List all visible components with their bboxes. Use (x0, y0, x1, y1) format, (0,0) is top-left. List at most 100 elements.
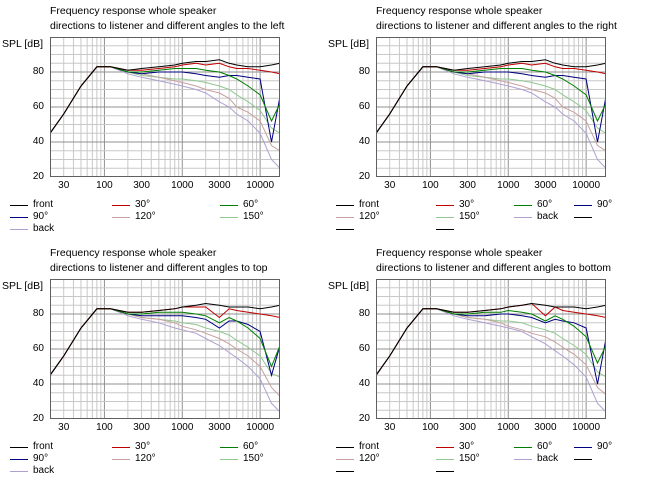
series-line-front (50, 302, 280, 376)
legend-swatch (574, 204, 592, 206)
y-tick-label: 40 (32, 136, 44, 147)
y-tick-label: 60 (358, 101, 370, 112)
legend-label: 60° (243, 441, 259, 452)
chart-panel-left: Frequency response whole speaker directi… (0, 0, 326, 240)
chart-panel-bottom: Frequency response whole speaker directi… (326, 242, 652, 482)
legend-swatch (336, 446, 354, 448)
legend-item: 90° (10, 211, 48, 223)
x-tick-label: 30 (58, 422, 70, 433)
legend-swatch (112, 216, 130, 218)
x-tick-label: 3000 (208, 180, 231, 191)
y-tick-label: 20 (32, 171, 44, 182)
y-axis-label: SPL [dB] (2, 280, 44, 292)
legend-label: 120° (359, 211, 380, 222)
legend-label: 90° (33, 453, 49, 464)
x-tick-label: 10000 (572, 422, 601, 433)
y-tick-label: 80 (358, 308, 370, 319)
legend-item: 30° (112, 441, 150, 453)
x-tick-label: 1000 (497, 422, 520, 433)
legend-item: 90° (574, 199, 612, 211)
legend-swatch (112, 446, 130, 448)
x-tick-label: 30 (384, 422, 396, 433)
x-tick-label: 300 (459, 180, 476, 191)
y-tick-label: 20 (32, 413, 44, 424)
plot-border (50, 279, 280, 419)
legend-swatch (436, 216, 454, 218)
legend-item: 150° (220, 453, 264, 465)
x-tick-label: 10000 (246, 180, 275, 191)
legend-label: front (33, 199, 54, 210)
legend-item: 120° (112, 211, 156, 223)
legend-swatch (10, 470, 28, 472)
legend-item: 90° (574, 441, 612, 453)
legend-item: 90° (10, 453, 48, 465)
legend-swatch (514, 446, 532, 448)
legend-item: front (10, 199, 53, 211)
legend-item: 60° (220, 441, 258, 453)
y-tick-label: 60 (32, 343, 44, 354)
x-tick-label: 100 (96, 422, 113, 433)
legend-item: 30° (436, 441, 474, 453)
legend-swatch (336, 216, 354, 218)
legend-label: 60° (537, 441, 553, 452)
legend-label: 90° (597, 441, 613, 452)
legend-label: 30° (135, 441, 151, 452)
chart-title-line2: directions to listener and different ang… (50, 262, 268, 274)
legend-swatch (10, 446, 28, 448)
x-tick-label: 30 (58, 180, 70, 191)
chart-title-line1: Frequency response whole speaker (50, 5, 217, 17)
x-tick-label: 30 (384, 180, 396, 191)
legend-item (436, 465, 459, 477)
legend-swatch (574, 446, 592, 448)
legend-label: 150° (243, 211, 264, 222)
legend-swatch (574, 458, 592, 460)
legend-label: 30° (135, 199, 151, 210)
legend-item: 150° (436, 453, 480, 465)
plot-border (50, 37, 280, 177)
legend-swatch (514, 458, 532, 460)
x-tick-label: 1000 (171, 422, 194, 433)
legend-swatch (574, 216, 592, 218)
legend-label: 60° (537, 199, 553, 210)
legend-swatch (336, 470, 354, 472)
legend-swatch (336, 204, 354, 206)
x-tick-label: 3000 (208, 422, 231, 433)
legend-swatch (336, 228, 354, 230)
x-tick-label: 300 (133, 422, 150, 433)
legend-swatch (220, 204, 238, 206)
legend-swatch (10, 204, 28, 206)
legend-label: 90° (597, 199, 613, 210)
x-tick-label: 3000 (534, 422, 557, 433)
y-axis-label: SPL [dB] (328, 38, 370, 50)
chart-title-line1: Frequency response whole speaker (50, 247, 217, 259)
x-tick-label: 10000 (572, 180, 601, 191)
plot-area (376, 279, 606, 419)
x-tick-label: 10000 (246, 422, 275, 433)
legend-item (436, 223, 459, 235)
legend-swatch (436, 228, 454, 230)
legend-item: 60° (514, 199, 552, 211)
legend-item: front (336, 441, 379, 453)
legend-label: back (33, 223, 55, 234)
y-tick-label: 40 (32, 378, 44, 389)
y-axis-label: SPL [dB] (2, 38, 44, 50)
x-tick-label: 100 (422, 180, 439, 191)
legend-swatch (336, 458, 354, 460)
legend-swatch (436, 458, 454, 460)
legend-item: 120° (336, 211, 380, 223)
legend-swatch (10, 216, 28, 218)
legend-swatch (436, 204, 454, 206)
legend-item: back (10, 465, 54, 477)
x-tick-label: 100 (422, 422, 439, 433)
legend-swatch (112, 458, 130, 460)
chart-title-line2: directions to listener and different ang… (50, 20, 285, 32)
legend-label: 120° (135, 211, 156, 222)
legend-swatch (10, 228, 28, 230)
plot-border (376, 37, 606, 177)
x-tick-label: 3000 (534, 180, 557, 191)
legend-swatch (112, 204, 130, 206)
legend-label: back (537, 211, 559, 222)
legend-label: 120° (135, 453, 156, 464)
legend-item: 30° (112, 199, 150, 211)
legend-label: 30° (459, 199, 475, 210)
